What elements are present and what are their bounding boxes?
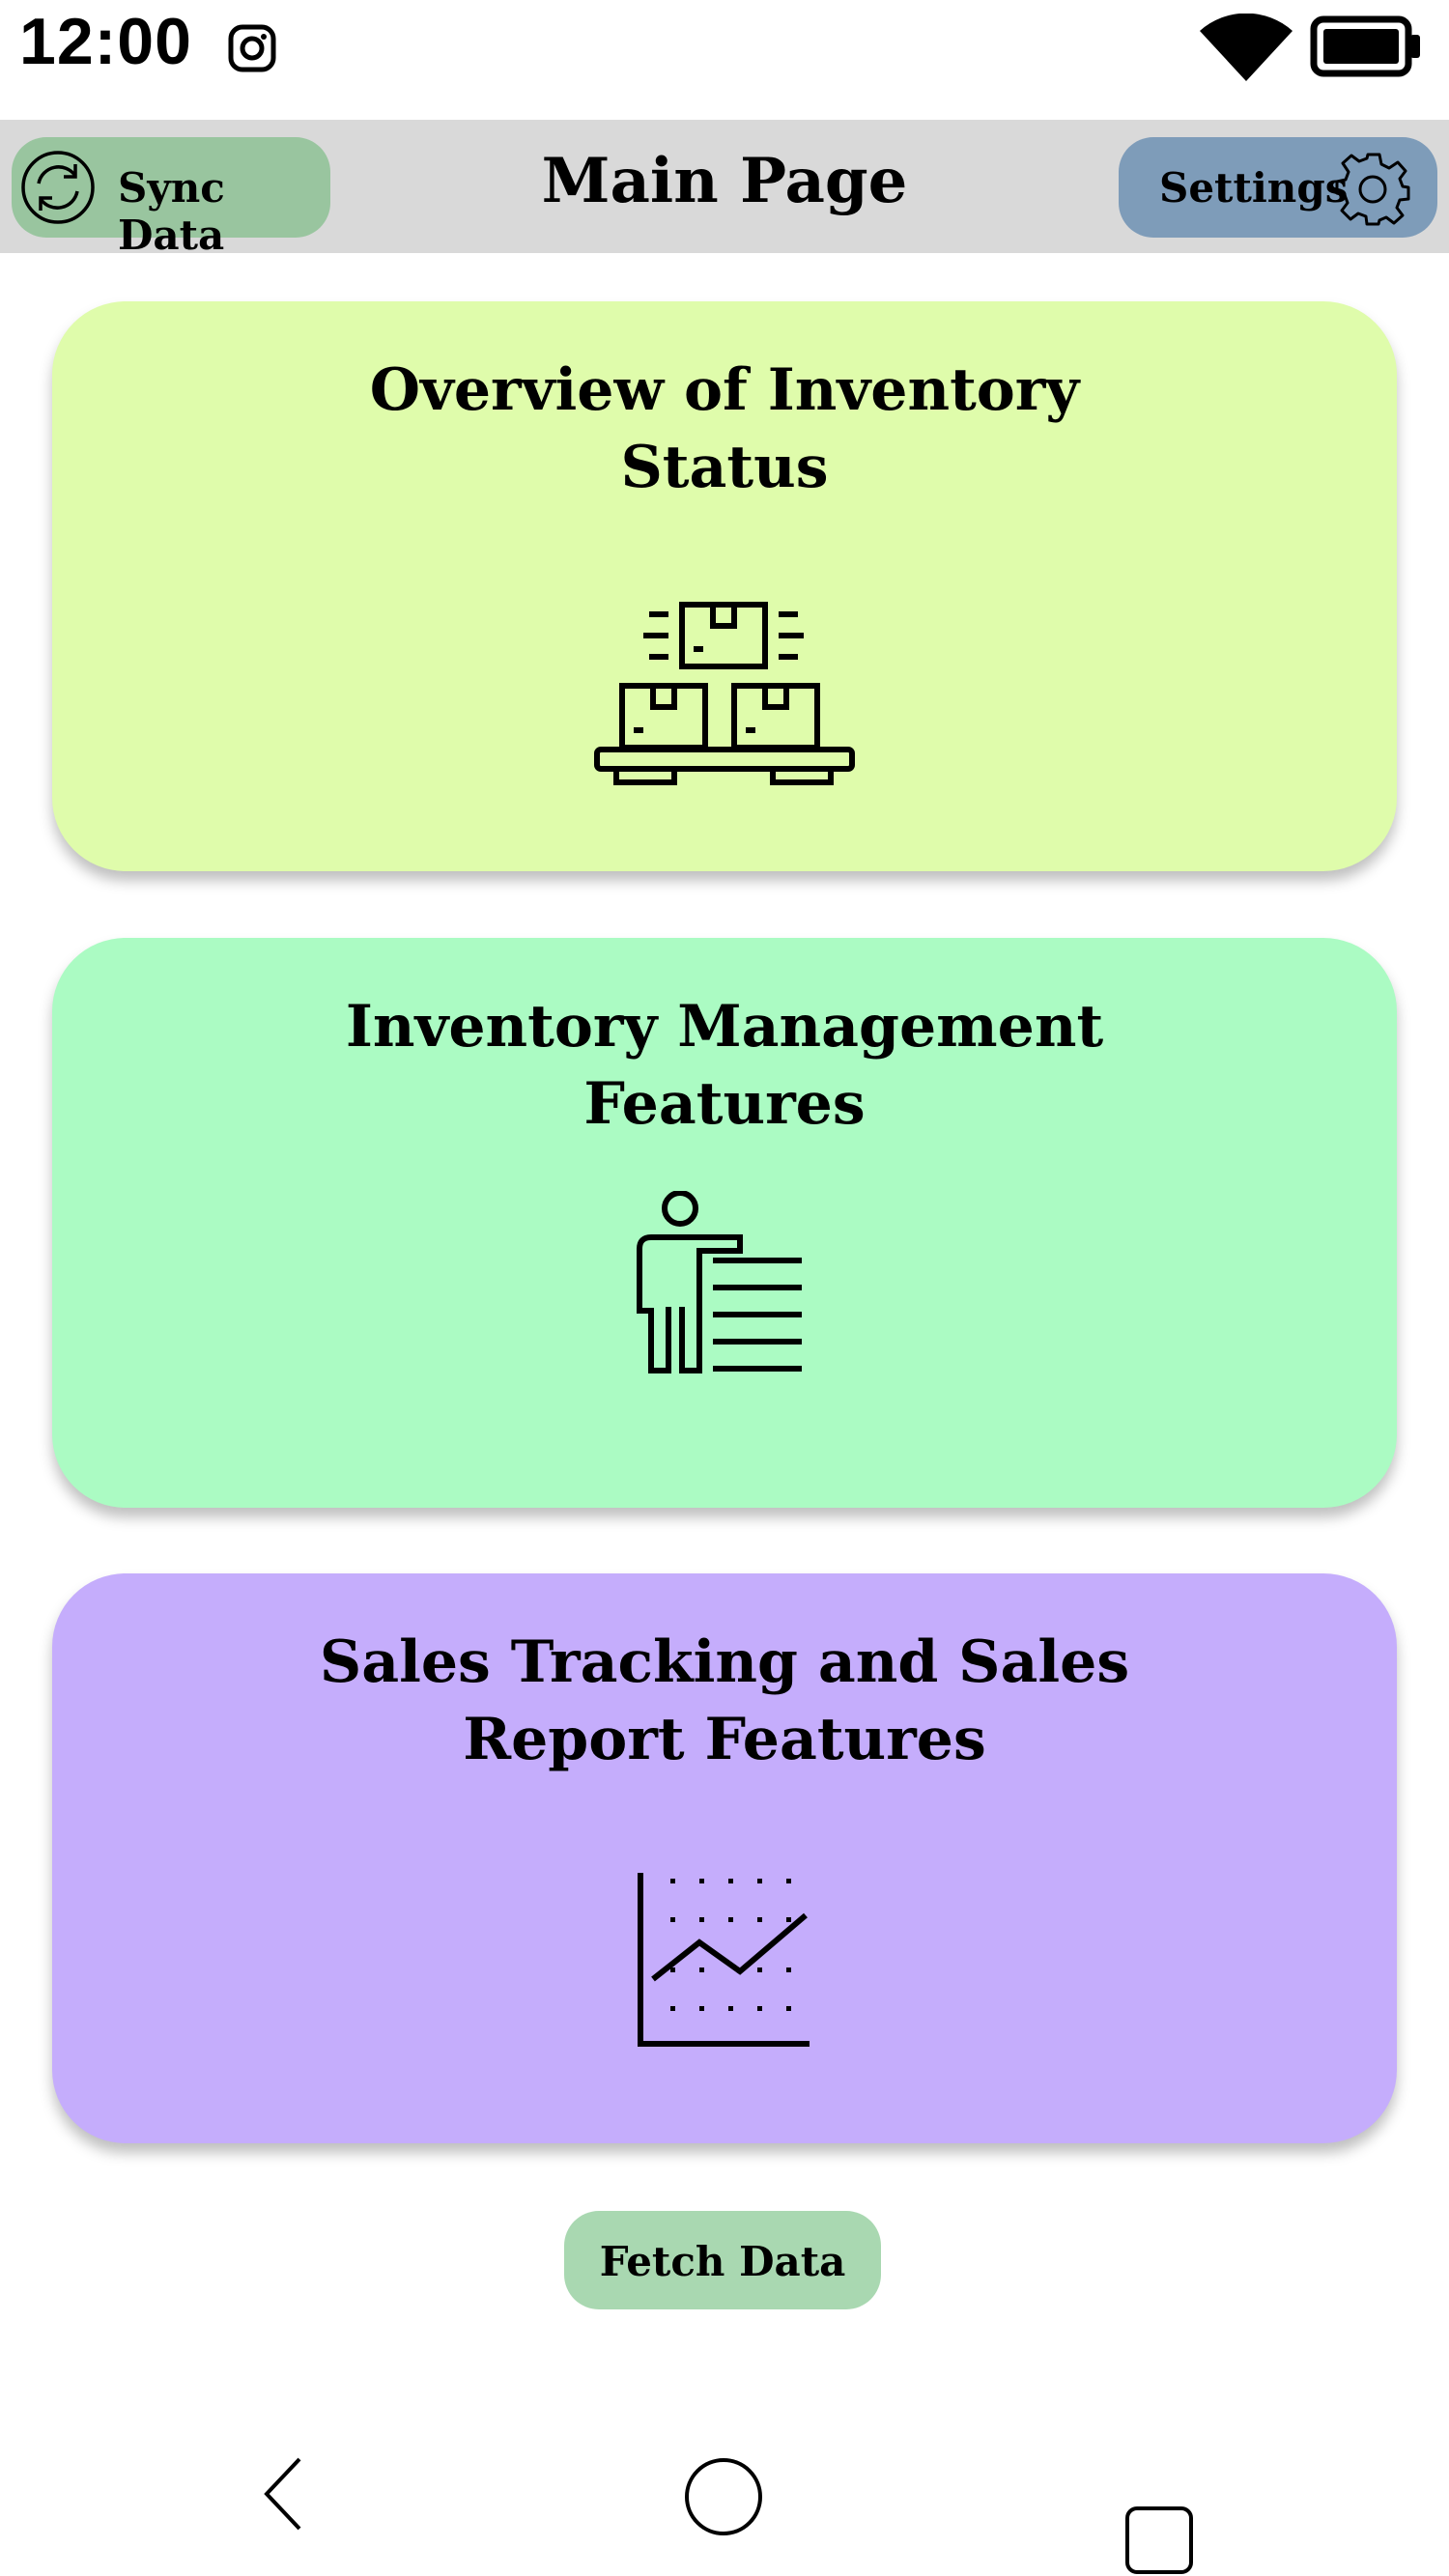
status-time: 12:00 (19, 5, 192, 78)
settings-label: Settings (1159, 164, 1349, 212)
person-list-icon (637, 1191, 802, 1373)
card-title-line1: Overview of Inventory (369, 356, 1080, 424)
card-title: Sales Tracking and Sales Report Features (52, 1624, 1397, 1778)
inventory-overview-card[interactable]: Overview of Inventory Status (52, 301, 1397, 871)
settings-button[interactable]: Settings (1119, 137, 1437, 238)
back-icon[interactable] (261, 2455, 309, 2533)
sync-data-label: Sync Data (118, 164, 225, 259)
card-title-line1: Sales Tracking and Sales (319, 1628, 1130, 1696)
card-title-line2: Report Features (463, 1706, 986, 1773)
home-icon[interactable] (682, 2455, 765, 2538)
card-title-line1: Inventory Management (345, 993, 1104, 1061)
fetch-data-label: Fetch Data (599, 2238, 846, 2285)
battery-icon (1310, 15, 1420, 77)
sync-icon (21, 151, 95, 224)
page-title: Main Page (541, 145, 908, 217)
sync-data-button[interactable]: Sync Data (12, 137, 330, 259)
inventory-management-card[interactable]: Inventory Management Features (52, 938, 1397, 1508)
status-bar: 12:00 (0, 0, 1449, 120)
gear-icon (1335, 153, 1410, 226)
card-title: Inventory Management Features (52, 988, 1397, 1143)
pallet-boxes-icon (594, 602, 855, 785)
sales-tracking-card[interactable]: Sales Tracking and Sales Report Features (52, 1573, 1397, 2143)
card-title-line2: Features (583, 1070, 866, 1138)
card-title-line2: Status (620, 434, 829, 501)
wifi-icon (1200, 14, 1293, 81)
recent-apps-icon[interactable] (1124, 2505, 1194, 2575)
instagram-icon (228, 24, 276, 72)
header-bar: Sync Data Main Page Settings (0, 120, 1449, 259)
card-title: Overview of Inventory Status (52, 352, 1397, 506)
line-chart-icon (638, 1873, 810, 2047)
fetch-data-button[interactable]: Fetch Data (564, 2211, 881, 2309)
